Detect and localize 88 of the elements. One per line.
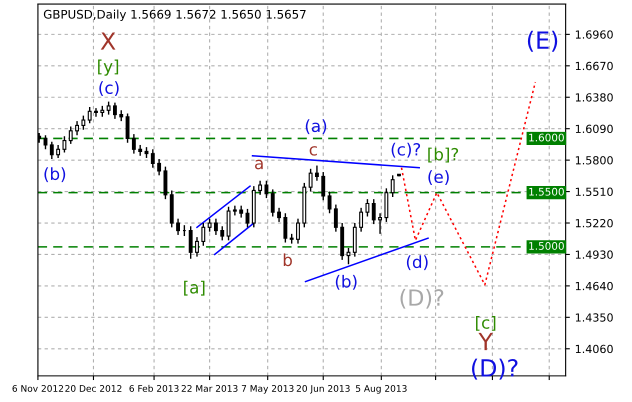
candlestick bbox=[308, 168, 313, 192]
x-tick-label: 6 Feb 2013 bbox=[129, 384, 179, 392]
y-tick-label: 1.5220 bbox=[576, 218, 613, 228]
candlestick bbox=[132, 133, 136, 154]
annotation: [y] bbox=[98, 60, 118, 76]
ref-line-label: 1.5000 bbox=[529, 242, 564, 250]
candlestick bbox=[56, 144, 60, 159]
annotation: b bbox=[284, 253, 292, 266]
x-tick-label: 5 Aug 2013 bbox=[356, 385, 407, 394]
candlestick bbox=[50, 141, 54, 160]
y-tick-label: 1.6960 bbox=[576, 30, 613, 39]
y-tick-label: 1.5510 bbox=[576, 188, 613, 196]
annotation: (D)? bbox=[472, 358, 518, 380]
annotation: a bbox=[255, 160, 263, 170]
annotation: (c)? bbox=[392, 142, 420, 158]
annotation: (e) bbox=[428, 170, 449, 185]
chart-title: GBPUSD,Daily 1.5669 1.5672 1.5650 1.5657 bbox=[44, 10, 306, 22]
annotation: (D)? bbox=[400, 288, 444, 309]
candlestick bbox=[112, 102, 117, 120]
annotation: (b) bbox=[336, 274, 357, 290]
candlestick bbox=[214, 218, 218, 236]
y-tick-label: 1.5800 bbox=[576, 156, 613, 165]
candlestick bbox=[321, 171, 326, 201]
y-tick-label: 1.4930 bbox=[576, 250, 613, 259]
candlestick bbox=[372, 198, 376, 225]
x-tick-label: 20 Dec 2012 bbox=[65, 385, 122, 392]
candlestick bbox=[270, 188, 275, 218]
annotation: (a) bbox=[306, 119, 326, 134]
ref-line-label: 1.5500 bbox=[529, 188, 564, 196]
candlestick bbox=[62, 136, 66, 154]
annotation: (E) bbox=[528, 30, 558, 52]
candlestick bbox=[106, 100, 111, 116]
x-tick-label: 6 Nov 2012 bbox=[12, 385, 64, 392]
candlestick bbox=[188, 226, 193, 260]
candlestick bbox=[232, 204, 237, 216]
candlestick bbox=[283, 212, 288, 244]
x-tick-label: 20 Jun 2013 bbox=[296, 385, 350, 394]
candlestick bbox=[220, 226, 224, 242]
candlestick bbox=[138, 144, 142, 156]
candlestick bbox=[246, 208, 250, 228]
candlestick bbox=[75, 120, 79, 136]
candlestick bbox=[328, 190, 332, 214]
candlestick bbox=[277, 207, 281, 223]
annotation: (d) bbox=[406, 255, 428, 270]
annotation: Y bbox=[478, 332, 493, 350]
candlestick bbox=[378, 212, 382, 235]
candlestick bbox=[144, 146, 148, 159]
candlestick bbox=[346, 247, 350, 265]
candlestick bbox=[119, 110, 124, 122]
x-tick-label: 22 Mar 2013 bbox=[182, 385, 238, 392]
candlestick bbox=[365, 198, 370, 218]
candlestick bbox=[264, 180, 268, 199]
y-tick-label: 1.4640 bbox=[576, 282, 613, 290]
annotation: X bbox=[100, 32, 116, 50]
candlestick bbox=[88, 106, 92, 124]
annotation: [b]? bbox=[428, 148, 458, 162]
annotation: c bbox=[310, 146, 317, 156]
candlestick bbox=[208, 218, 212, 232]
y-tick-label: 1.6670 bbox=[576, 62, 613, 70]
candlestick bbox=[359, 207, 364, 232]
candlestick bbox=[195, 236, 199, 258]
candlestick bbox=[176, 218, 180, 236]
candlestick bbox=[314, 164, 319, 182]
candlestick bbox=[334, 204, 338, 232]
candlestick bbox=[239, 204, 244, 218]
candlestick bbox=[390, 174, 395, 198]
y-tick-label: 1.4350 bbox=[576, 313, 613, 322]
candlestick bbox=[44, 134, 48, 150]
x-tick-label: 7 May 2013 bbox=[242, 385, 294, 394]
y-tick-label: 1.6380 bbox=[576, 93, 613, 102]
candlestick bbox=[290, 233, 294, 244]
candlestick bbox=[157, 158, 162, 176]
candlestick bbox=[100, 105, 104, 118]
candlestick bbox=[81, 114, 86, 130]
y-tick-label: 1.4060 bbox=[576, 344, 613, 354]
y-tick-label: 1.6090 bbox=[576, 124, 613, 134]
candlestick bbox=[296, 218, 300, 244]
ref-line-label: 1.6000 bbox=[529, 134, 564, 142]
annotation: [a] bbox=[184, 280, 204, 296]
candlestick bbox=[150, 148, 155, 168]
annotation: (b) bbox=[44, 167, 66, 182]
candlestick bbox=[201, 222, 206, 246]
candlestick bbox=[126, 112, 130, 144]
candlestick bbox=[258, 180, 262, 196]
candlestick bbox=[68, 126, 73, 145]
candlestick bbox=[163, 166, 168, 200]
annotation: (c) bbox=[99, 81, 119, 96]
annotation: [c] bbox=[476, 316, 496, 331]
